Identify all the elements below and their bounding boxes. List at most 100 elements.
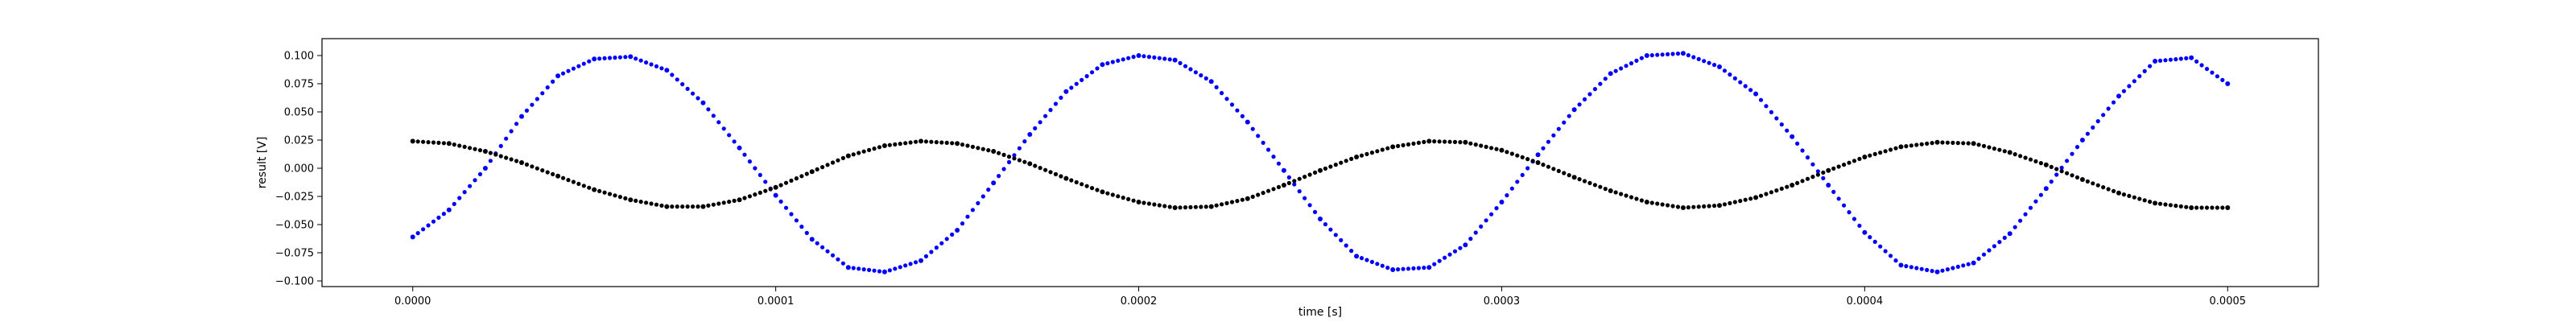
trace-dot <box>1711 204 1717 208</box>
trace-dot <box>716 120 721 125</box>
trace-dot <box>2038 161 2043 166</box>
data-point <box>1971 260 1976 266</box>
trace-dot <box>908 140 913 145</box>
data-point <box>737 145 742 151</box>
trace-dot <box>1592 183 1598 188</box>
data-point <box>845 265 851 270</box>
trace-dot <box>477 148 483 153</box>
trace-dot <box>960 142 965 147</box>
trace-dot <box>1473 230 1478 235</box>
trace-dot <box>1199 204 1203 209</box>
trace-dot <box>898 265 902 270</box>
trace-dot <box>861 149 866 154</box>
trace-dot <box>654 64 659 68</box>
trace-dot <box>1323 222 1328 227</box>
trace-dot <box>1488 212 1494 217</box>
trace-dot <box>1344 159 1348 163</box>
trace-dot <box>727 133 732 138</box>
trace-dot <box>587 185 592 190</box>
trace-dot <box>1432 139 1437 144</box>
trace-dot <box>1302 175 1307 180</box>
data-point <box>1499 200 1505 204</box>
data-point <box>664 204 670 209</box>
data-point <box>2043 162 2049 167</box>
trace-dot <box>866 147 872 152</box>
trace-dot <box>851 152 856 157</box>
data-point <box>1136 53 1141 58</box>
axes-frame <box>321 38 2319 287</box>
trace-dot <box>944 237 949 242</box>
trace-dot <box>1167 57 1172 62</box>
trace-dot <box>1795 180 1800 185</box>
trace-dot <box>1919 266 1924 271</box>
trace-dot <box>1940 140 1945 145</box>
data-point <box>2007 150 2013 155</box>
trace-dot <box>1442 139 1447 144</box>
trace-dot <box>441 141 446 146</box>
trace-dot <box>913 260 919 265</box>
trace-dot <box>1966 262 1971 266</box>
trace-dot <box>462 190 467 195</box>
trace-dot <box>1312 170 1318 175</box>
trace-dot <box>1385 266 1390 270</box>
trace-dot <box>1105 191 1110 196</box>
trace-dot <box>1541 146 1546 151</box>
trace-dot <box>467 184 473 188</box>
data-point <box>1826 183 1831 188</box>
trace-dot <box>939 241 944 246</box>
data-point <box>1898 144 1904 150</box>
trace-dot <box>1089 70 1095 75</box>
trace-dot <box>1396 143 1401 148</box>
trace-dot <box>980 194 985 199</box>
trace-dot <box>634 56 638 61</box>
trace-dot <box>1297 189 1302 194</box>
trace-dot <box>1951 266 1955 270</box>
trace-dot <box>1188 67 1193 72</box>
trace-dot <box>1691 204 1696 209</box>
trace-dot <box>747 159 753 164</box>
trace-dot <box>2049 164 2054 169</box>
trace-dot <box>670 72 675 77</box>
y-axis: 0.100 0.075 0.050 0.025 0.000 −0.025 −0.050 −0.… <box>275 51 322 288</box>
trace-dot <box>431 140 436 145</box>
trace-dot <box>2049 180 2054 184</box>
trace-dot <box>1286 175 1291 180</box>
trace-dot <box>1893 146 1898 151</box>
data-point <box>773 184 778 190</box>
trace-dot <box>1525 157 1530 162</box>
trace-dot <box>727 200 732 204</box>
trace-dot <box>1146 201 1152 206</box>
trace-dot <box>509 157 514 162</box>
trace-dot <box>1126 196 1131 201</box>
trace-dot <box>1696 56 1701 61</box>
y-tick-label: −0.100 <box>275 276 314 288</box>
trace-dot <box>1479 224 1484 229</box>
trace-dot <box>1193 70 1199 75</box>
trace-dot <box>1707 204 1711 208</box>
x-tick-label: 0.0000 <box>394 295 431 308</box>
trace-dot <box>1520 155 1525 159</box>
trace-dot <box>753 192 758 197</box>
trace-dot <box>426 140 431 145</box>
trace-dot <box>950 141 955 146</box>
x-axis: 0.0000 0.0001 0.0002 0.0003 0.0004 0.0005 <box>394 287 2246 308</box>
trace-dot <box>1997 240 2002 245</box>
trace-dot <box>857 266 861 271</box>
trace-dot <box>825 249 830 254</box>
trace-dot <box>1598 81 1603 86</box>
trace-dot <box>1458 140 1463 145</box>
trace-dot <box>939 140 944 145</box>
trace-dot <box>1494 147 1499 151</box>
trace-dot <box>2157 201 2163 206</box>
trace-dot <box>2163 202 2168 207</box>
trace-dot <box>1038 166 1042 171</box>
trace-dot <box>2070 151 2074 156</box>
trace-dot <box>1919 142 1924 147</box>
trace-dot <box>659 66 664 71</box>
trace-dot <box>1042 114 1048 118</box>
trace-dot <box>1831 189 1836 194</box>
y-axis-label: result [V] <box>256 137 269 189</box>
data-point <box>1354 155 1360 159</box>
trace-dot <box>711 114 716 118</box>
trace-dot <box>696 96 700 101</box>
